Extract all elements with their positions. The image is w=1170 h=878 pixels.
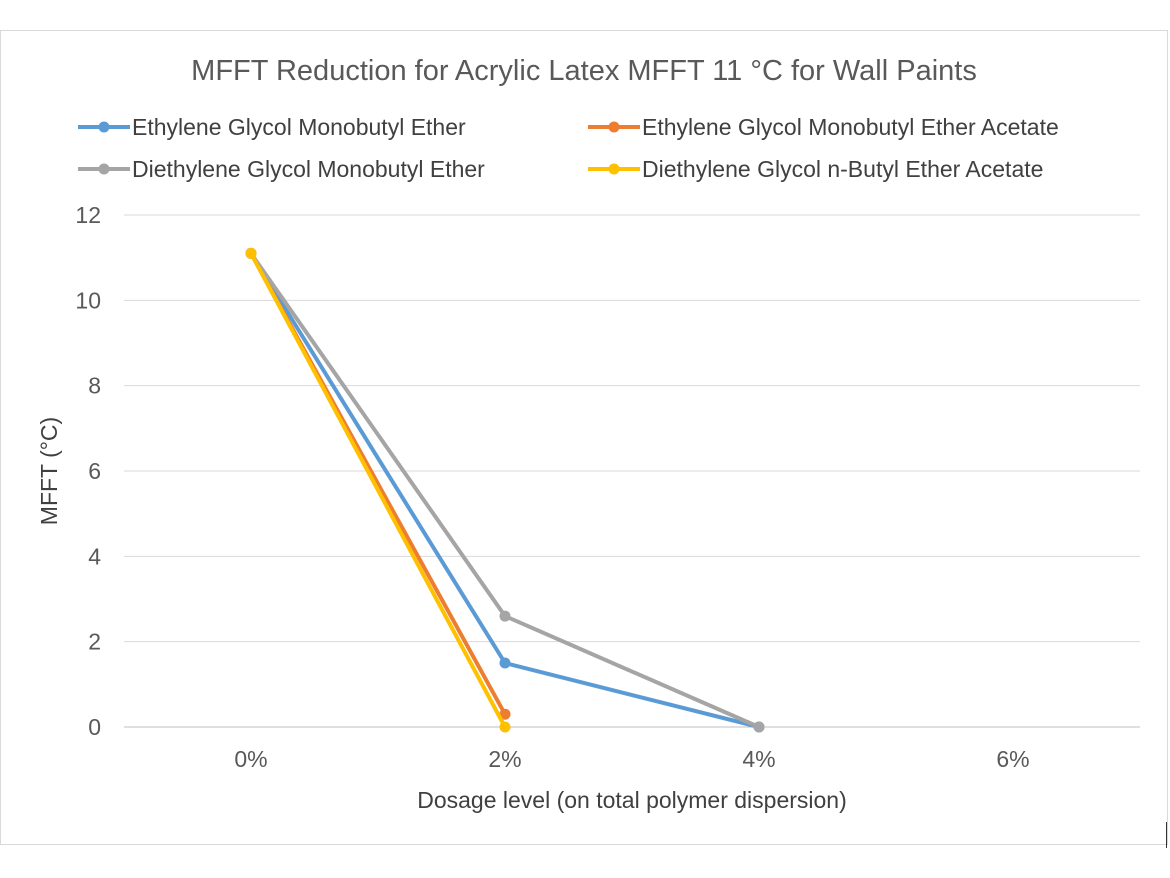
legend-label: Diethylene Glycol Monobutyl Ether	[132, 156, 485, 182]
legend-swatch-marker	[98, 163, 110, 175]
legend-label: Ethylene Glycol Monobutyl Ether Acetate	[642, 114, 1059, 140]
chart-frame	[0, 30, 1168, 845]
legend-swatch-marker	[608, 163, 620, 175]
y-tick-label: 6	[88, 458, 101, 484]
chart-title: MFFT Reduction for Acrylic Latex MFFT 11…	[191, 55, 977, 87]
edge-mark	[1166, 822, 1167, 848]
y-tick-label: 12	[75, 202, 101, 228]
y-tick-label: 0	[88, 714, 101, 740]
legend-item: Ethylene Glycol Monobutyl Ether	[78, 114, 466, 140]
legend: Ethylene Glycol Monobutyl Ether Ethylene …	[78, 114, 1059, 182]
y-tick-label: 4	[88, 543, 101, 569]
x-tick-label: 6%	[996, 746, 1029, 772]
series-line	[249, 252, 760, 729]
series-line	[249, 252, 507, 728]
y-axis-ticks: 0 2 4 6 8 10 12	[75, 202, 101, 740]
series-lines	[245, 247, 765, 733]
series-1	[245, 247, 765, 733]
x-axis-title: Dosage level (on total polymer dispersio…	[417, 787, 847, 813]
data-point	[753, 721, 765, 733]
y-tick-label: 10	[75, 287, 101, 313]
x-tick-label: 2%	[488, 746, 521, 772]
series-line	[249, 252, 760, 729]
data-point	[499, 657, 511, 669]
data-point	[499, 708, 511, 720]
legend-item: Diethylene Glycol Monobutyl Ether	[78, 156, 485, 182]
legend-item: Ethylene Glycol Monobutyl Ether Acetate	[588, 114, 1059, 140]
data-point	[499, 721, 511, 733]
series-4	[245, 247, 511, 733]
x-tick-label: 0%	[234, 746, 267, 772]
y-tick-label: 2	[88, 629, 101, 655]
gridlines	[124, 214, 1140, 728]
data-point	[245, 247, 257, 259]
legend-label: Ethylene Glycol Monobutyl Ether	[132, 114, 466, 140]
legend-swatch-marker	[98, 121, 110, 133]
legend-item: Diethylene Glycol n-Butyl Ether Acetate	[588, 156, 1043, 182]
x-tick-label: 4%	[742, 746, 775, 772]
legend-swatch-marker	[608, 121, 620, 133]
data-point	[499, 610, 511, 622]
x-axis-ticks: 0% 2% 4% 6%	[234, 746, 1029, 772]
y-tick-label: 8	[88, 373, 101, 399]
y-axis-title: MFFT (°C)	[36, 417, 62, 525]
legend-label: Diethylene Glycol n-Butyl Ether Acetate	[642, 156, 1043, 182]
